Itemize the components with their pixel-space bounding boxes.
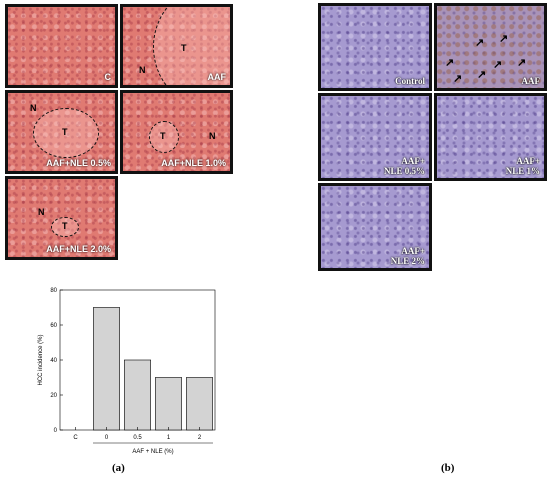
arrow-icon: ↗ [493, 59, 503, 71]
tumor-outline [149, 121, 179, 153]
panel-a-nle-1-0: T N AAF+NLE 1.0% [120, 90, 233, 174]
x-tick-label: 0.5 [133, 435, 142, 441]
panel-label: AAF [207, 72, 227, 82]
panel-label: AAF+ NLE 0.5% [383, 156, 425, 176]
tumor-outline [51, 217, 79, 237]
panel-label: AAF [521, 76, 541, 86]
necrosis-mark: N [30, 103, 37, 113]
panel-label: AAF+NLE 0.5% [46, 158, 111, 168]
arrow-icon: ↗ [445, 57, 455, 69]
panel-b-aaf: ↗ ↗ ↗ ↗ ↗ ↗ ↗ AAF [434, 3, 547, 91]
bar [124, 359, 151, 431]
y-axis-label: HCC incidence (%) [38, 334, 44, 385]
panel-label: AAF+NLE 1.0% [161, 158, 226, 168]
tumor-mark: T [62, 221, 68, 231]
x-tick-label: 2 [198, 435, 202, 441]
panel-label: AAF+NLE 2.0% [46, 244, 111, 254]
x-axis-label: AAF + NLE (%) [132, 449, 173, 455]
panel-b-nle-2: AAF+ NLE 2% [318, 183, 432, 271]
panel-b-nle-1: AAF+ NLE 1% [434, 93, 547, 181]
y-tick-label: 0 [54, 428, 58, 434]
tumor-outline [33, 108, 99, 158]
panel-b-nle-0-5: AAF+ NLE 0.5% [318, 93, 432, 181]
arrow-icon: ↗ [475, 37, 485, 49]
bar [93, 307, 120, 431]
x-tick-label: 0 [105, 435, 109, 441]
x-tick-label: 1 [167, 435, 171, 441]
bar [186, 377, 213, 431]
panel-b-control: Control [318, 3, 432, 91]
panel-label: C [104, 72, 112, 82]
necrosis-mark: N [209, 131, 216, 141]
tumor-mark: T [62, 127, 68, 137]
panel-a-control: C [5, 4, 118, 88]
hcc-incidence-chart: 0 20 40 60 80 C 0 0.5 1 2 AAF + NLE (%) HCC inciden… [38, 288, 216, 455]
panel-a-nle-2-0: N T AAF+NLE 2.0% [5, 176, 118, 260]
panel-label: AAF+ NLE 1% [505, 156, 540, 176]
arrow-icon: ↗ [517, 57, 527, 69]
necrosis-mark: N [38, 207, 45, 217]
arrow-icon: ↗ [477, 69, 487, 81]
tumor-outline [153, 7, 230, 85]
y-tick-label: 80 [50, 288, 57, 294]
panel-label: Control [395, 76, 425, 86]
caption-b: (b) [441, 462, 455, 474]
arrow-icon: ↗ [453, 73, 463, 85]
panel-label: AAF+ NLE 2% [390, 246, 425, 266]
tumor-mark: T [181, 43, 187, 53]
panel-a-aaf: N T AAF [120, 4, 233, 88]
caption-a: (a) [112, 462, 125, 474]
x-tick-label: C [73, 435, 78, 441]
necrosis-mark: N [139, 65, 146, 75]
tumor-mark: T [160, 131, 166, 141]
bar [155, 377, 182, 431]
arrow-icon: ↗ [499, 33, 509, 45]
y-tick-label: 40 [50, 358, 57, 364]
y-tick-label: 20 [50, 393, 57, 399]
y-tick-label: 60 [50, 323, 57, 329]
panel-a-nle-0-5: N T AAF+NLE 0.5% [5, 90, 118, 174]
